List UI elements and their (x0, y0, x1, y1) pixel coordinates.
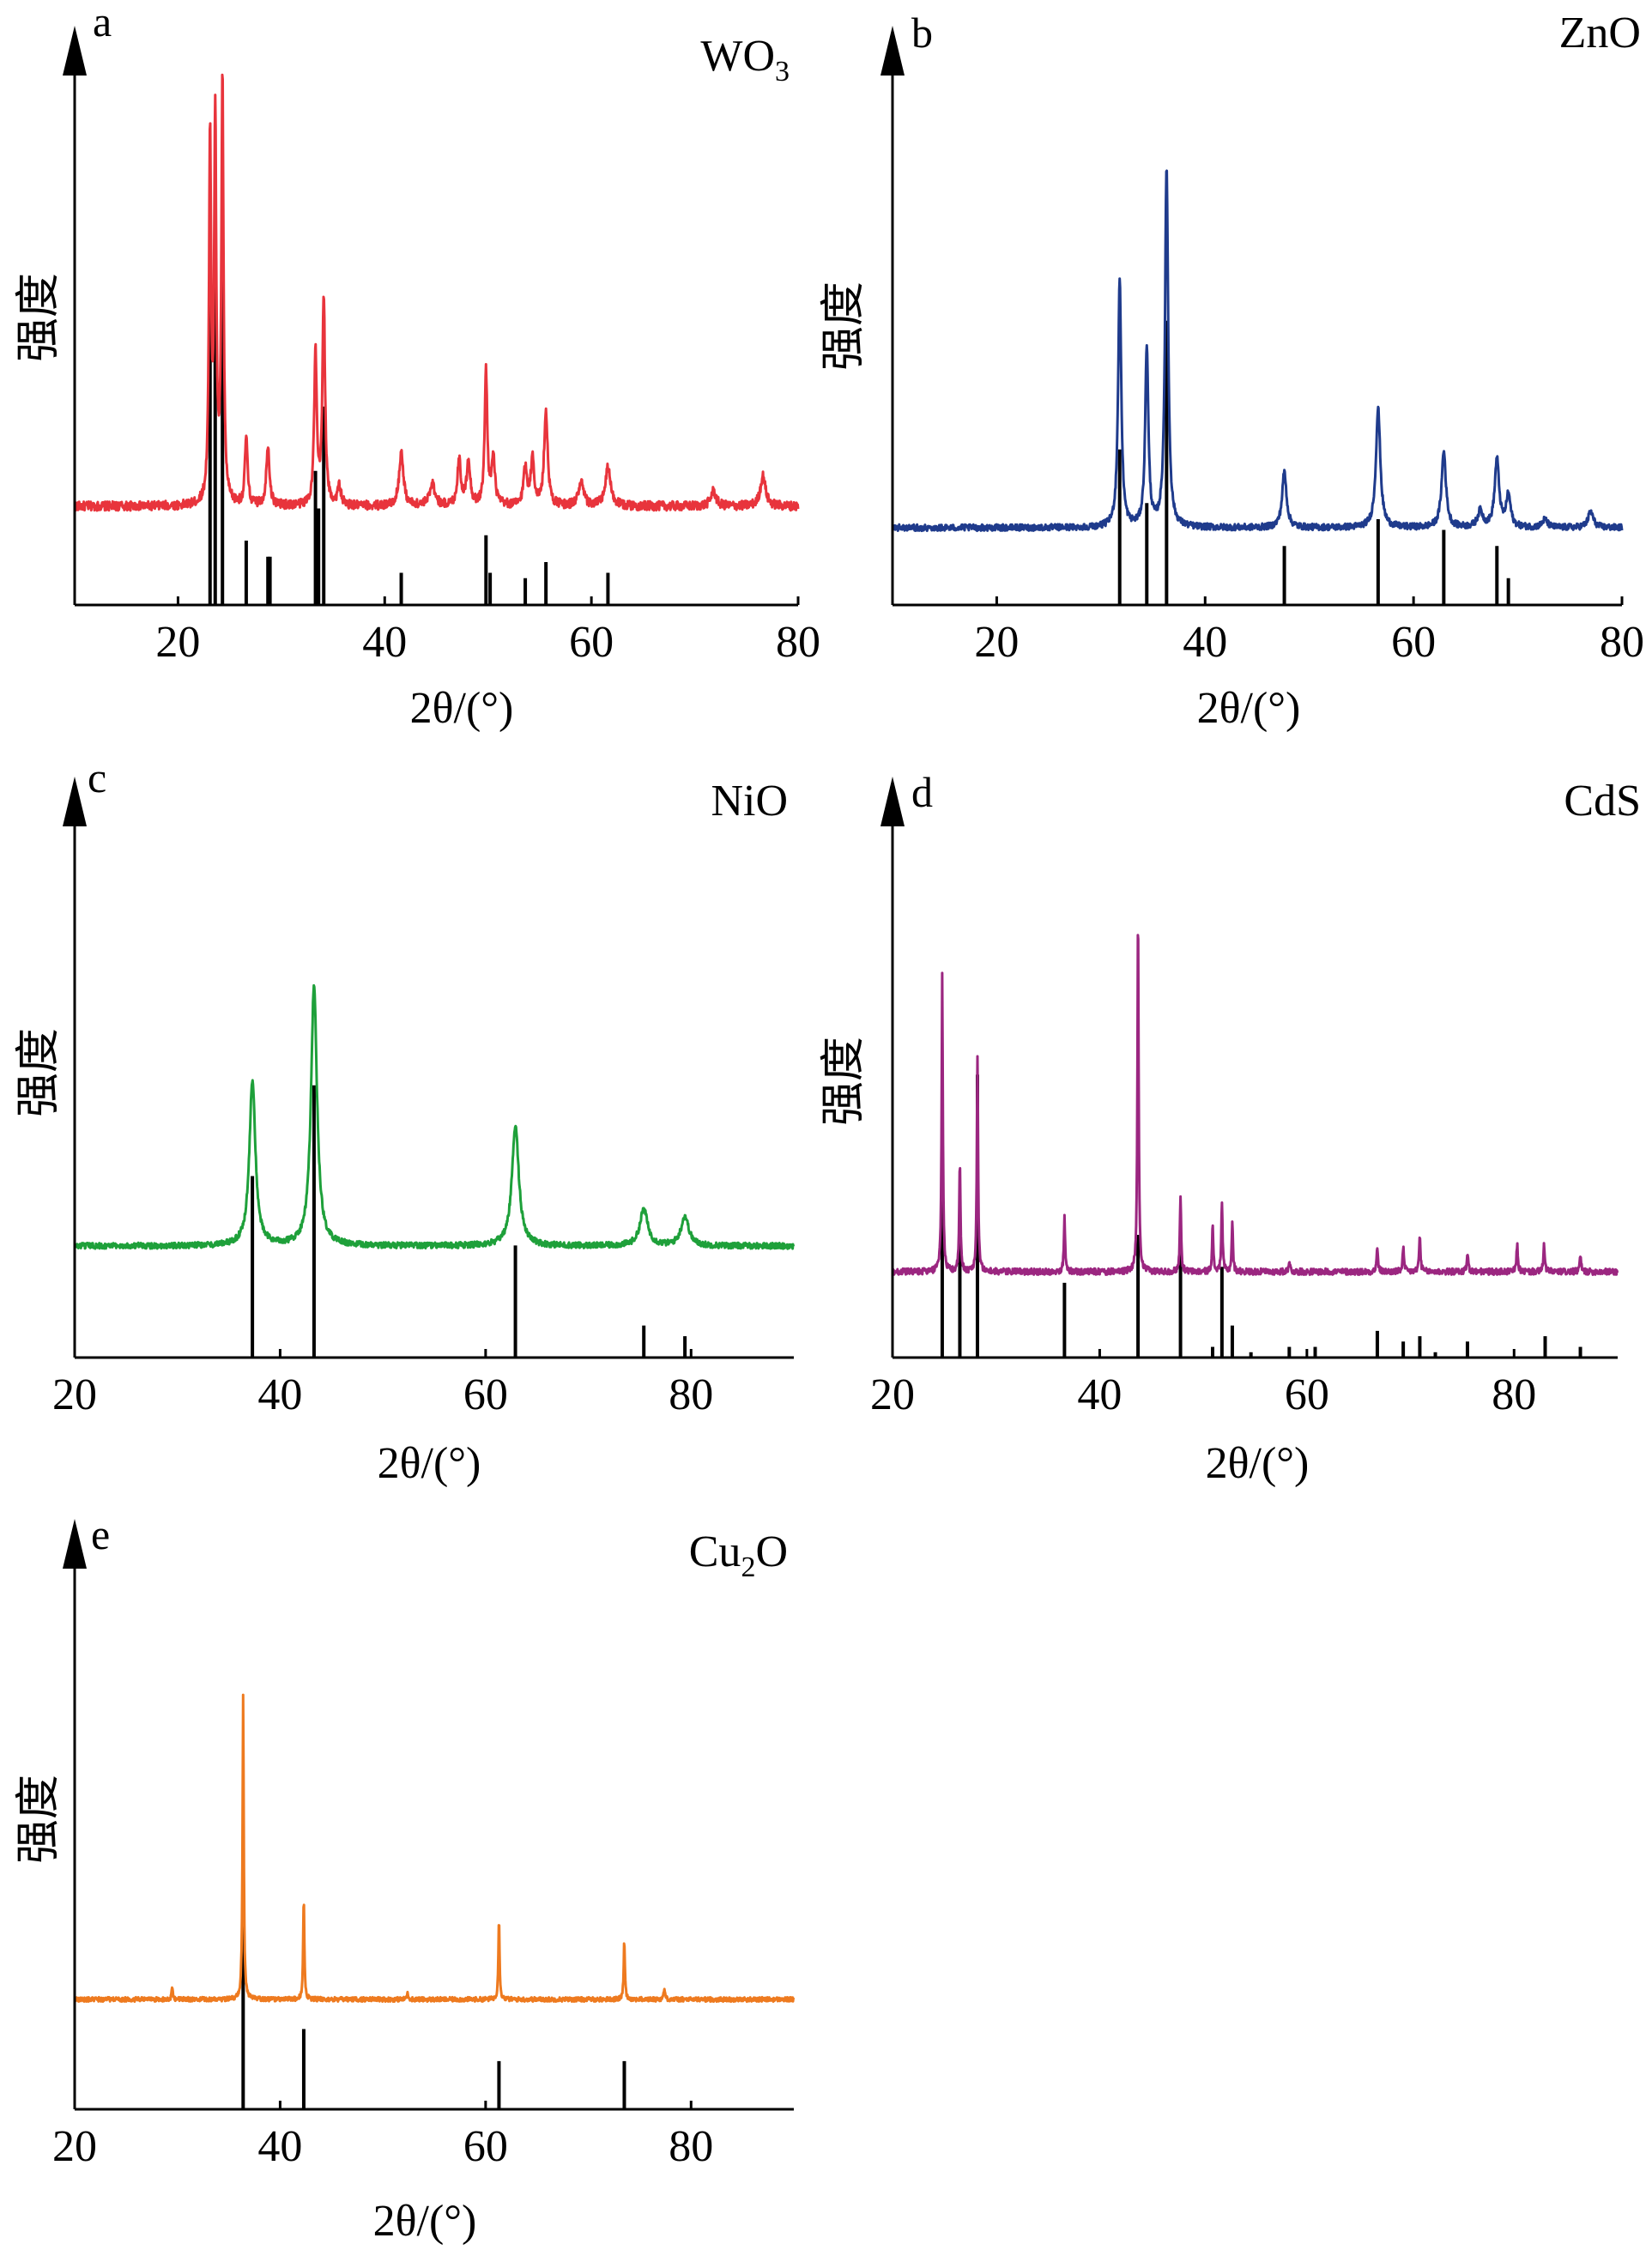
pattern-c (73, 983, 796, 1250)
x-axis-label-c: 2θ/(°) (378, 1439, 481, 1488)
reference-lines-a (208, 256, 610, 605)
compound-label-e: Cu2O (689, 1527, 788, 1583)
y-axis-arrow-c (63, 777, 87, 826)
xrd-pattern-line (73, 73, 800, 512)
x-ticks-c: 20 40 60 80 (52, 1349, 713, 1419)
y-axis-label-b: 强度 (818, 281, 869, 371)
x-axis-label-e: 2θ/(°) (373, 2197, 477, 2246)
panel-e: 20 40 60 80 e Cu2O 强度 2θ/(°) (13, 1510, 796, 2246)
x-tick-label: 80 (669, 1370, 713, 1419)
x-tick-label: 40 (362, 618, 407, 667)
x-tick-label: 20 (870, 1370, 915, 1419)
y-axis-arrow-e (63, 1519, 87, 1569)
x-axis-label-a: 2θ/(°) (410, 684, 514, 733)
panel-d: 20 40 60 80 d CdS 强度 2θ/(°) (818, 768, 1641, 1488)
reference-lines-d (940, 1074, 1582, 1358)
x-tick-label: 60 (1391, 618, 1436, 667)
x-ticks-b: 20 40 60 80 (974, 596, 1644, 667)
compound-label-a: WO3 (700, 32, 790, 88)
compound-label-c: NiO (711, 777, 788, 826)
x-tick-label: 60 (1285, 1370, 1329, 1419)
compound-label-b: ZnO (1559, 9, 1641, 57)
reference-lines-b (1117, 320, 1510, 605)
x-tick-label: 80 (1600, 618, 1644, 667)
y-axis-label-c: 强度 (13, 1028, 64, 1117)
panel-label-a: a (93, 0, 112, 45)
x-tick-label: 20 (155, 618, 200, 667)
y-axis-label-e: 强度 (13, 1775, 64, 1864)
x-ticks-a: 20 40 60 80 (155, 596, 820, 667)
reference-lines-e (241, 1868, 626, 2109)
pattern-d (891, 934, 1619, 1276)
x-tick-label: 20 (974, 618, 1019, 667)
y-axis-label-a: 强度 (13, 273, 64, 362)
y-axis-arrow-b (880, 26, 905, 76)
panel-c: 20 40 60 80 c NiO 强度 2θ/(°) (13, 753, 796, 1488)
reference-lines-c (251, 1085, 687, 1358)
xrd-pattern-line (892, 169, 1624, 533)
x-ticks-d: 20 40 60 80 (870, 1349, 1536, 1419)
y-axis-label-d: 强度 (818, 1037, 869, 1126)
x-tick-label: 60 (569, 618, 614, 667)
y-axis-arrow-a (63, 26, 87, 76)
compound-label-d: CdS (1564, 777, 1641, 826)
panel-b: 20 40 60 80 b ZnO 强度 2θ/(°) (818, 9, 1644, 733)
y-axis-arrow-d (880, 777, 905, 826)
x-tick-label: 40 (1183, 618, 1227, 667)
x-tick-label: 80 (669, 2122, 713, 2171)
xrd-pattern-line (891, 934, 1619, 1276)
panel-label-b: b (911, 9, 933, 57)
pattern-e (73, 1693, 796, 2004)
x-tick-label: 80 (776, 618, 820, 667)
x-tick-label: 80 (1492, 1370, 1536, 1419)
pattern-a (73, 73, 800, 512)
x-tick-label: 20 (52, 2122, 97, 2171)
x-ticks-e: 20 40 60 80 (52, 2101, 713, 2171)
panel-a: 20 40 60 80 a WO3 强度 2θ/(°) (13, 0, 820, 733)
x-axis-label-d: 2θ/(°) (1206, 1439, 1310, 1488)
x-tick-label: 60 (463, 2122, 508, 2171)
xrd-pattern-line (73, 983, 796, 1250)
x-tick-label: 40 (257, 1370, 302, 1419)
x-tick-label: 40 (257, 2122, 302, 2171)
panel-label-e: e (91, 1510, 110, 1558)
x-tick-label: 60 (463, 1370, 508, 1419)
xrd-pattern-line (73, 1693, 796, 2004)
x-tick-label: 40 (1077, 1370, 1122, 1419)
panel-label-d: d (911, 768, 933, 816)
x-tick-label: 20 (52, 1370, 97, 1419)
x-axis-label-b: 2θ/(°) (1197, 684, 1301, 733)
panel-label-c: c (88, 753, 106, 801)
pattern-b (892, 169, 1624, 533)
